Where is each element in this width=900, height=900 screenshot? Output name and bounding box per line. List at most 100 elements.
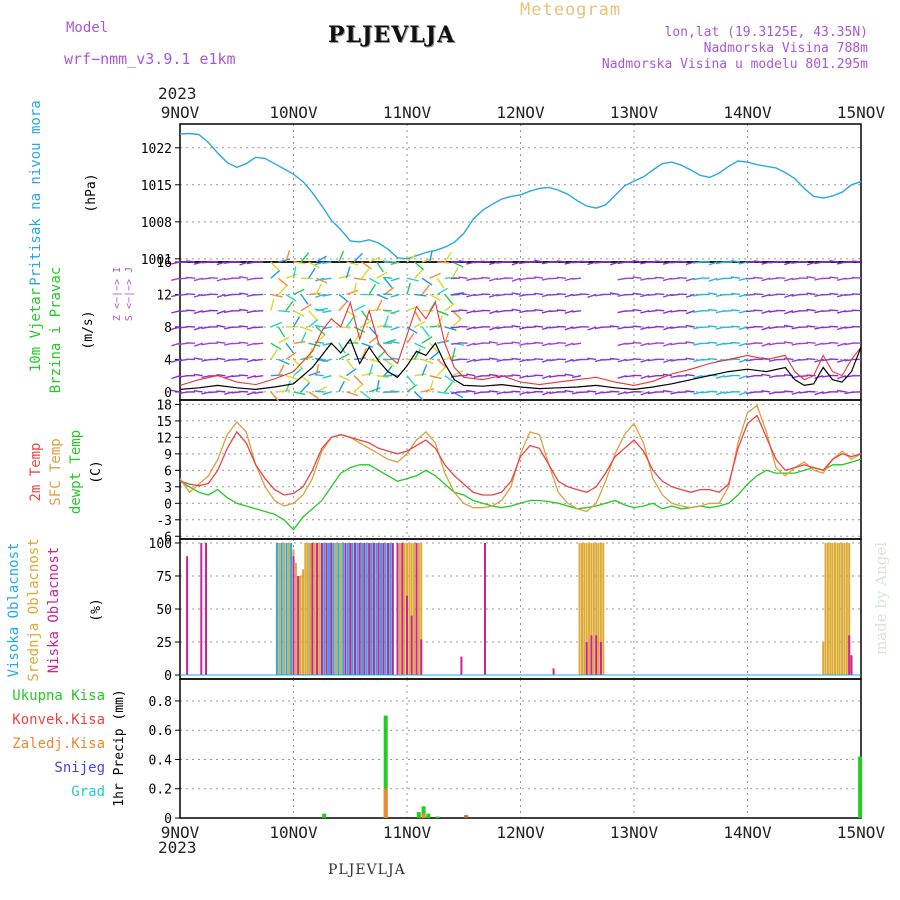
wind-arrow bbox=[193, 357, 203, 361]
wind-arrow bbox=[270, 374, 283, 377]
wind-arrow bbox=[526, 374, 536, 378]
wind-arrow bbox=[201, 293, 211, 297]
wind-arrow bbox=[338, 352, 350, 361]
wind-arrow bbox=[466, 261, 476, 265]
wind-arrow bbox=[292, 266, 297, 279]
wind-arrow bbox=[655, 309, 665, 312]
station-title: PLJEVLJA bbox=[328, 22, 456, 48]
wind-arrow bbox=[473, 358, 483, 362]
wind-arrow bbox=[345, 316, 355, 328]
wind-arrow bbox=[670, 358, 680, 362]
cloud-bar-1 bbox=[287, 543, 290, 676]
temp-2m-line bbox=[179, 414, 862, 496]
wind-arrow bbox=[572, 277, 582, 280]
wind-arrow bbox=[806, 308, 816, 312]
wind-arrow bbox=[193, 293, 203, 298]
wind-arrow bbox=[519, 293, 529, 297]
wind-arrow bbox=[829, 309, 839, 312]
wind-arrow bbox=[406, 332, 415, 344]
cloud-bar-1 bbox=[822, 642, 825, 675]
wind-arrow bbox=[730, 276, 741, 279]
wind-arrow bbox=[511, 292, 521, 296]
wind-arrow bbox=[353, 304, 366, 312]
cloud-bar-1 bbox=[339, 543, 342, 676]
wind-arrow bbox=[821, 326, 831, 329]
panel-frame-pressure bbox=[179, 123, 862, 263]
temp-axis-title-1: 2m Temp bbox=[28, 442, 44, 501]
wind-arrow bbox=[270, 298, 275, 311]
wind-arrow bbox=[746, 326, 756, 329]
wind-arrow bbox=[231, 374, 241, 378]
wind-arrow bbox=[519, 342, 529, 346]
wind-arrow bbox=[413, 348, 421, 360]
dewpoint-line bbox=[179, 458, 862, 531]
wind-arrow bbox=[761, 373, 771, 377]
wind-arrow bbox=[685, 341, 695, 344]
wind-arrow bbox=[609, 357, 619, 361]
wind-arrow bbox=[345, 358, 355, 370]
wind-arrow bbox=[488, 390, 498, 393]
cloud-bar-2 bbox=[377, 543, 380, 676]
wind-arrow bbox=[414, 269, 424, 279]
wind-arrow bbox=[353, 277, 366, 281]
wind-arrow bbox=[338, 274, 351, 279]
cloud-bar-2 bbox=[320, 543, 323, 676]
wind-arrow bbox=[511, 374, 521, 377]
wind-arrow bbox=[602, 358, 612, 361]
wind-arrow bbox=[322, 358, 332, 363]
wind-arrow bbox=[285, 374, 298, 381]
wind-arrow bbox=[186, 293, 196, 296]
wind-arrow bbox=[541, 374, 551, 380]
wind-arrow bbox=[384, 310, 396, 315]
wind-arrow bbox=[436, 366, 447, 377]
wind-arrow bbox=[806, 325, 816, 328]
wind-arrow bbox=[564, 261, 574, 265]
wind-arrow bbox=[254, 358, 264, 362]
wind-arrow bbox=[201, 310, 211, 313]
cloud-bar-2 bbox=[186, 556, 189, 676]
wind-arrow bbox=[519, 358, 529, 363]
wind-arrow bbox=[496, 342, 506, 346]
wind-arrow bbox=[293, 367, 304, 377]
sfc-temp-line bbox=[179, 404, 862, 513]
cloud-bar-1 bbox=[294, 562, 297, 676]
wind-arrow bbox=[171, 342, 181, 347]
wind-arrow bbox=[844, 277, 854, 280]
wind-arrow bbox=[201, 326, 211, 330]
wind-arrow bbox=[806, 358, 816, 361]
wind-arrow bbox=[376, 379, 380, 393]
wind-arrow bbox=[723, 391, 733, 394]
wind-arrow bbox=[285, 300, 294, 312]
cloud-bar-2 bbox=[344, 543, 347, 676]
wind-arrow bbox=[836, 293, 847, 298]
wind-arrow bbox=[844, 261, 854, 264]
wind-arrow bbox=[450, 293, 461, 296]
y-tick-label: 18 bbox=[156, 398, 172, 413]
wind-arrow bbox=[647, 326, 657, 329]
wind-arrow bbox=[277, 364, 285, 376]
wind-arrow bbox=[414, 391, 424, 401]
cloud-bar-2 bbox=[406, 595, 408, 675]
wind-arrow bbox=[662, 389, 672, 393]
cloud-bar-2 bbox=[330, 543, 333, 676]
x-tick-label-top: 12NOV bbox=[496, 103, 545, 122]
wind-arrow bbox=[315, 326, 326, 336]
wind-arrow bbox=[293, 391, 306, 396]
wind-arrow bbox=[708, 261, 718, 266]
wind-arrow bbox=[451, 347, 456, 360]
cloud-bar-1 bbox=[595, 543, 598, 676]
wind-arrow bbox=[368, 363, 374, 376]
wind-arrow bbox=[444, 302, 455, 312]
cloud-bar-1 bbox=[583, 543, 586, 676]
cloud-bars bbox=[186, 543, 853, 676]
panel-frame-precip bbox=[179, 678, 862, 819]
wind-arrow bbox=[361, 268, 370, 279]
y-tick-label: 0.4 bbox=[149, 753, 173, 768]
wind-arrow bbox=[625, 391, 635, 394]
wind-arrow bbox=[444, 251, 453, 263]
precip-bar bbox=[858, 756, 863, 818]
y-tick-label: 1008 bbox=[141, 216, 172, 231]
wind-arrow bbox=[715, 326, 725, 330]
wind-arrow bbox=[632, 341, 642, 344]
wind-arrow bbox=[670, 277, 680, 280]
